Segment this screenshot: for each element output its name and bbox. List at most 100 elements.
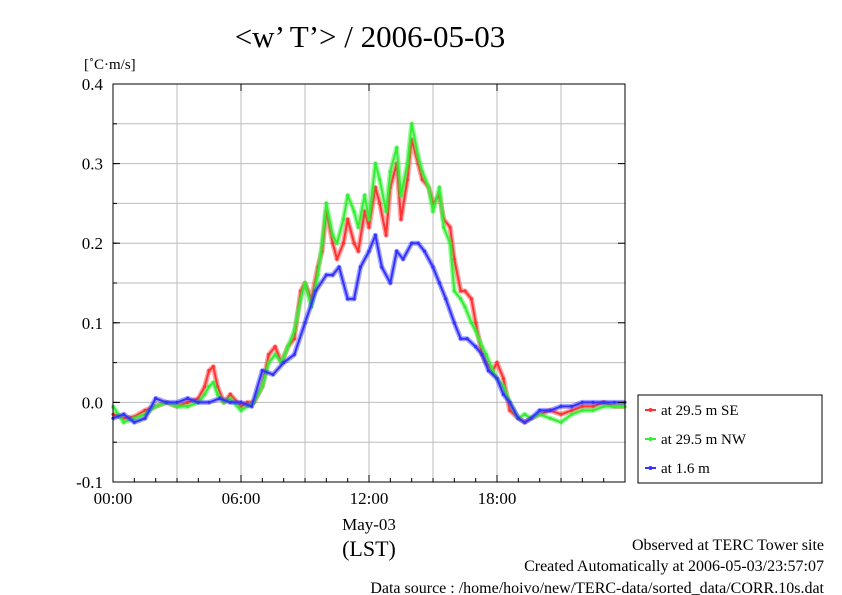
data-point [373,162,377,166]
data-point [341,217,345,221]
data-point [211,380,215,385]
data-point [320,241,324,245]
data-point [228,392,232,396]
data-point [399,217,403,221]
data-point [186,396,190,400]
y-tick-label: 0.3 [82,155,103,174]
data-point [416,154,420,158]
data-point [459,337,463,341]
data-point [154,404,158,408]
data-point [175,400,179,404]
data-point [405,177,409,182]
legend-marker [648,437,653,441]
data-point [459,289,463,293]
data-point [335,257,339,261]
legend-marker [648,466,653,470]
x-tick-label: 00:00 [94,489,133,508]
data-point [292,329,296,333]
data-point [186,404,190,408]
data-point [448,225,452,229]
data-point [352,297,356,301]
data-point [299,297,303,301]
data-point [452,257,456,261]
data-point [203,384,207,389]
series-group [110,121,627,425]
data-point [469,297,473,301]
data-point [463,305,467,309]
data-point [299,289,303,293]
data-point [239,400,243,404]
data-point [548,416,552,420]
data-point [602,404,606,408]
data-point [508,408,512,412]
data-point [384,233,388,237]
data-point [352,209,356,213]
data-point [122,420,126,424]
data-point [559,404,563,408]
data-point [395,249,399,253]
data-point [363,193,367,197]
data-point [260,384,264,389]
data-point [486,369,491,373]
data-point [250,404,254,408]
data-point [273,353,277,357]
data-point [529,416,533,420]
legend-box [637,394,823,484]
axis-ticks: -0.1 0.0 0.1 0.2 0.3 0.4 00:00 06:00 12:00 18:00 [76,75,625,508]
data-point [367,225,371,229]
data-point [331,233,335,237]
data-point [211,365,215,369]
data-point [422,249,427,253]
data-point [228,400,232,404]
data-point [331,241,335,245]
data-point [228,396,232,400]
data-point [580,400,584,404]
data-point [207,400,211,404]
data-point [352,241,356,245]
data-point [154,396,158,400]
data-point [380,265,384,269]
data-point [373,233,377,237]
data-point [203,392,207,396]
data-point [431,209,435,213]
data-point [465,337,469,341]
data-point [469,321,473,325]
data-point [378,201,382,205]
footer-site: Observed at TERC Tower site [632,537,824,554]
data-point [452,321,456,325]
data-point [559,412,563,416]
data-point [356,249,360,253]
chart-title: <w’ T’> / 2006-05-03 [235,19,506,54]
data-point [346,217,350,221]
data-point [186,400,190,404]
data-point [480,345,484,349]
legend-label: at 29.5 m SE [661,403,739,419]
data-point [271,372,275,377]
data-point [459,297,463,301]
data-point [388,281,392,285]
data-point [612,400,616,404]
x-tick-label: 12:00 [350,489,389,508]
data-point [523,412,527,416]
data-point [324,201,328,205]
data-point [612,404,616,408]
data-point [215,392,220,396]
data-point [132,416,136,420]
y-axis-unit: [˚C·m/s] [84,57,136,73]
data-point [341,241,345,245]
data-point [495,361,499,365]
data-point [245,400,249,404]
data-point [331,273,335,277]
y-tick-label: 0.2 [82,234,103,253]
data-point [570,404,574,408]
y-tick-label: 0.0 [82,393,103,412]
data-point [314,289,318,293]
data-point [501,392,505,396]
data-point [444,297,448,301]
data-point [143,416,147,420]
data-point [267,353,271,357]
data-point [405,162,409,166]
data-point [602,400,606,404]
legend: at 29.5 m SE at 29.5 m NW at 1.6 m [637,394,823,484]
